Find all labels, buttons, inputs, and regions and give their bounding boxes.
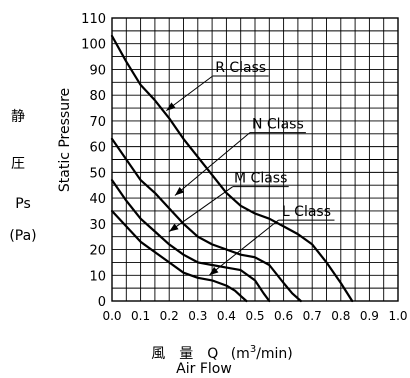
x-axis-label-en: Air Flow [176, 361, 232, 377]
y-axis-label-jp-2: 圧 [11, 156, 25, 172]
class-label-arrowhead [174, 187, 185, 196]
grid [112, 18, 398, 301]
x-axis-label-jp-text: 風 量 Q [151, 346, 218, 362]
y-tick-label: 0 [98, 295, 106, 310]
class-label-leader [208, 219, 279, 276]
y-tick-label: 60 [89, 141, 106, 156]
y-axis-label-en: Static Pressure [57, 88, 73, 192]
class-labels: R Class N Class M Class L Class [166, 60, 335, 276]
y-tick-label: 90 [89, 63, 106, 78]
x-tick-label: 0.1 [131, 309, 150, 323]
plot-frame [111, 17, 399, 302]
y-axis-symbol: Ps [15, 196, 31, 212]
class-label-r-class: R Class [215, 60, 266, 76]
x-tick-label: 0.0 [102, 309, 121, 323]
x-tick-label: 0.2 [160, 309, 179, 323]
y-tick-label: 20 [89, 244, 106, 259]
class-label-leader [168, 186, 234, 232]
class-label-arrowhead [209, 266, 219, 276]
x-axis-label-jp: 風 量 Q (m3/min) [151, 344, 293, 362]
series-line-m-class [110, 179, 271, 303]
y-axis-unit: (Pa) [9, 228, 36, 244]
class-label-leader [166, 75, 213, 112]
y-tick-label: 30 [89, 218, 106, 233]
x-axis-unit-pre: (m [231, 346, 250, 362]
x-axis-unit-post: /min) [256, 346, 293, 362]
class-label-leader [174, 132, 251, 196]
y-tick-label: 70 [89, 115, 106, 130]
y-tick-label: 100 [81, 38, 106, 53]
x-tick-label: 0.8 [331, 309, 350, 323]
y-tick-labels: 0 10 20 30 40 50 60 70 80 90 100 110 [81, 12, 106, 310]
class-label-n-class: N Class [252, 117, 304, 133]
y-axis-label-jp-1: 静 [11, 109, 25, 125]
x-axis-unit-sup: 3 [250, 344, 256, 355]
x-tick-label: 0.9 [360, 309, 379, 323]
y-tick-label: 10 [89, 269, 106, 284]
x-tick-label: 0.7 [303, 309, 322, 323]
x-tick-label: 1.0 [388, 309, 407, 323]
x-tick-label: 0.3 [188, 309, 207, 323]
class-label-m-class: M Class [234, 171, 287, 187]
series-lines [110, 34, 354, 303]
x-tick-label: 0.6 [274, 309, 293, 323]
class-label-arrowhead [169, 223, 179, 232]
series-line-l-class [110, 209, 248, 303]
y-tick-label: 80 [89, 89, 106, 104]
y-tick-label: 40 [89, 192, 106, 207]
x-tick-labels: 0.0 0.1 0.2 0.3 0.4 0.5 0.6 0.7 0.8 0.9 1.0 [102, 309, 407, 323]
series-line-r-class [110, 34, 354, 303]
x-tick-label: 0.5 [245, 309, 264, 323]
y-tick-label: 50 [89, 166, 106, 181]
class-label-l-class: L Class [282, 204, 331, 220]
class-label-arrowhead [166, 102, 176, 111]
y-tick-label: 110 [81, 12, 106, 27]
x-tick-label: 0.4 [217, 309, 236, 323]
series-line-n-class [110, 137, 302, 303]
